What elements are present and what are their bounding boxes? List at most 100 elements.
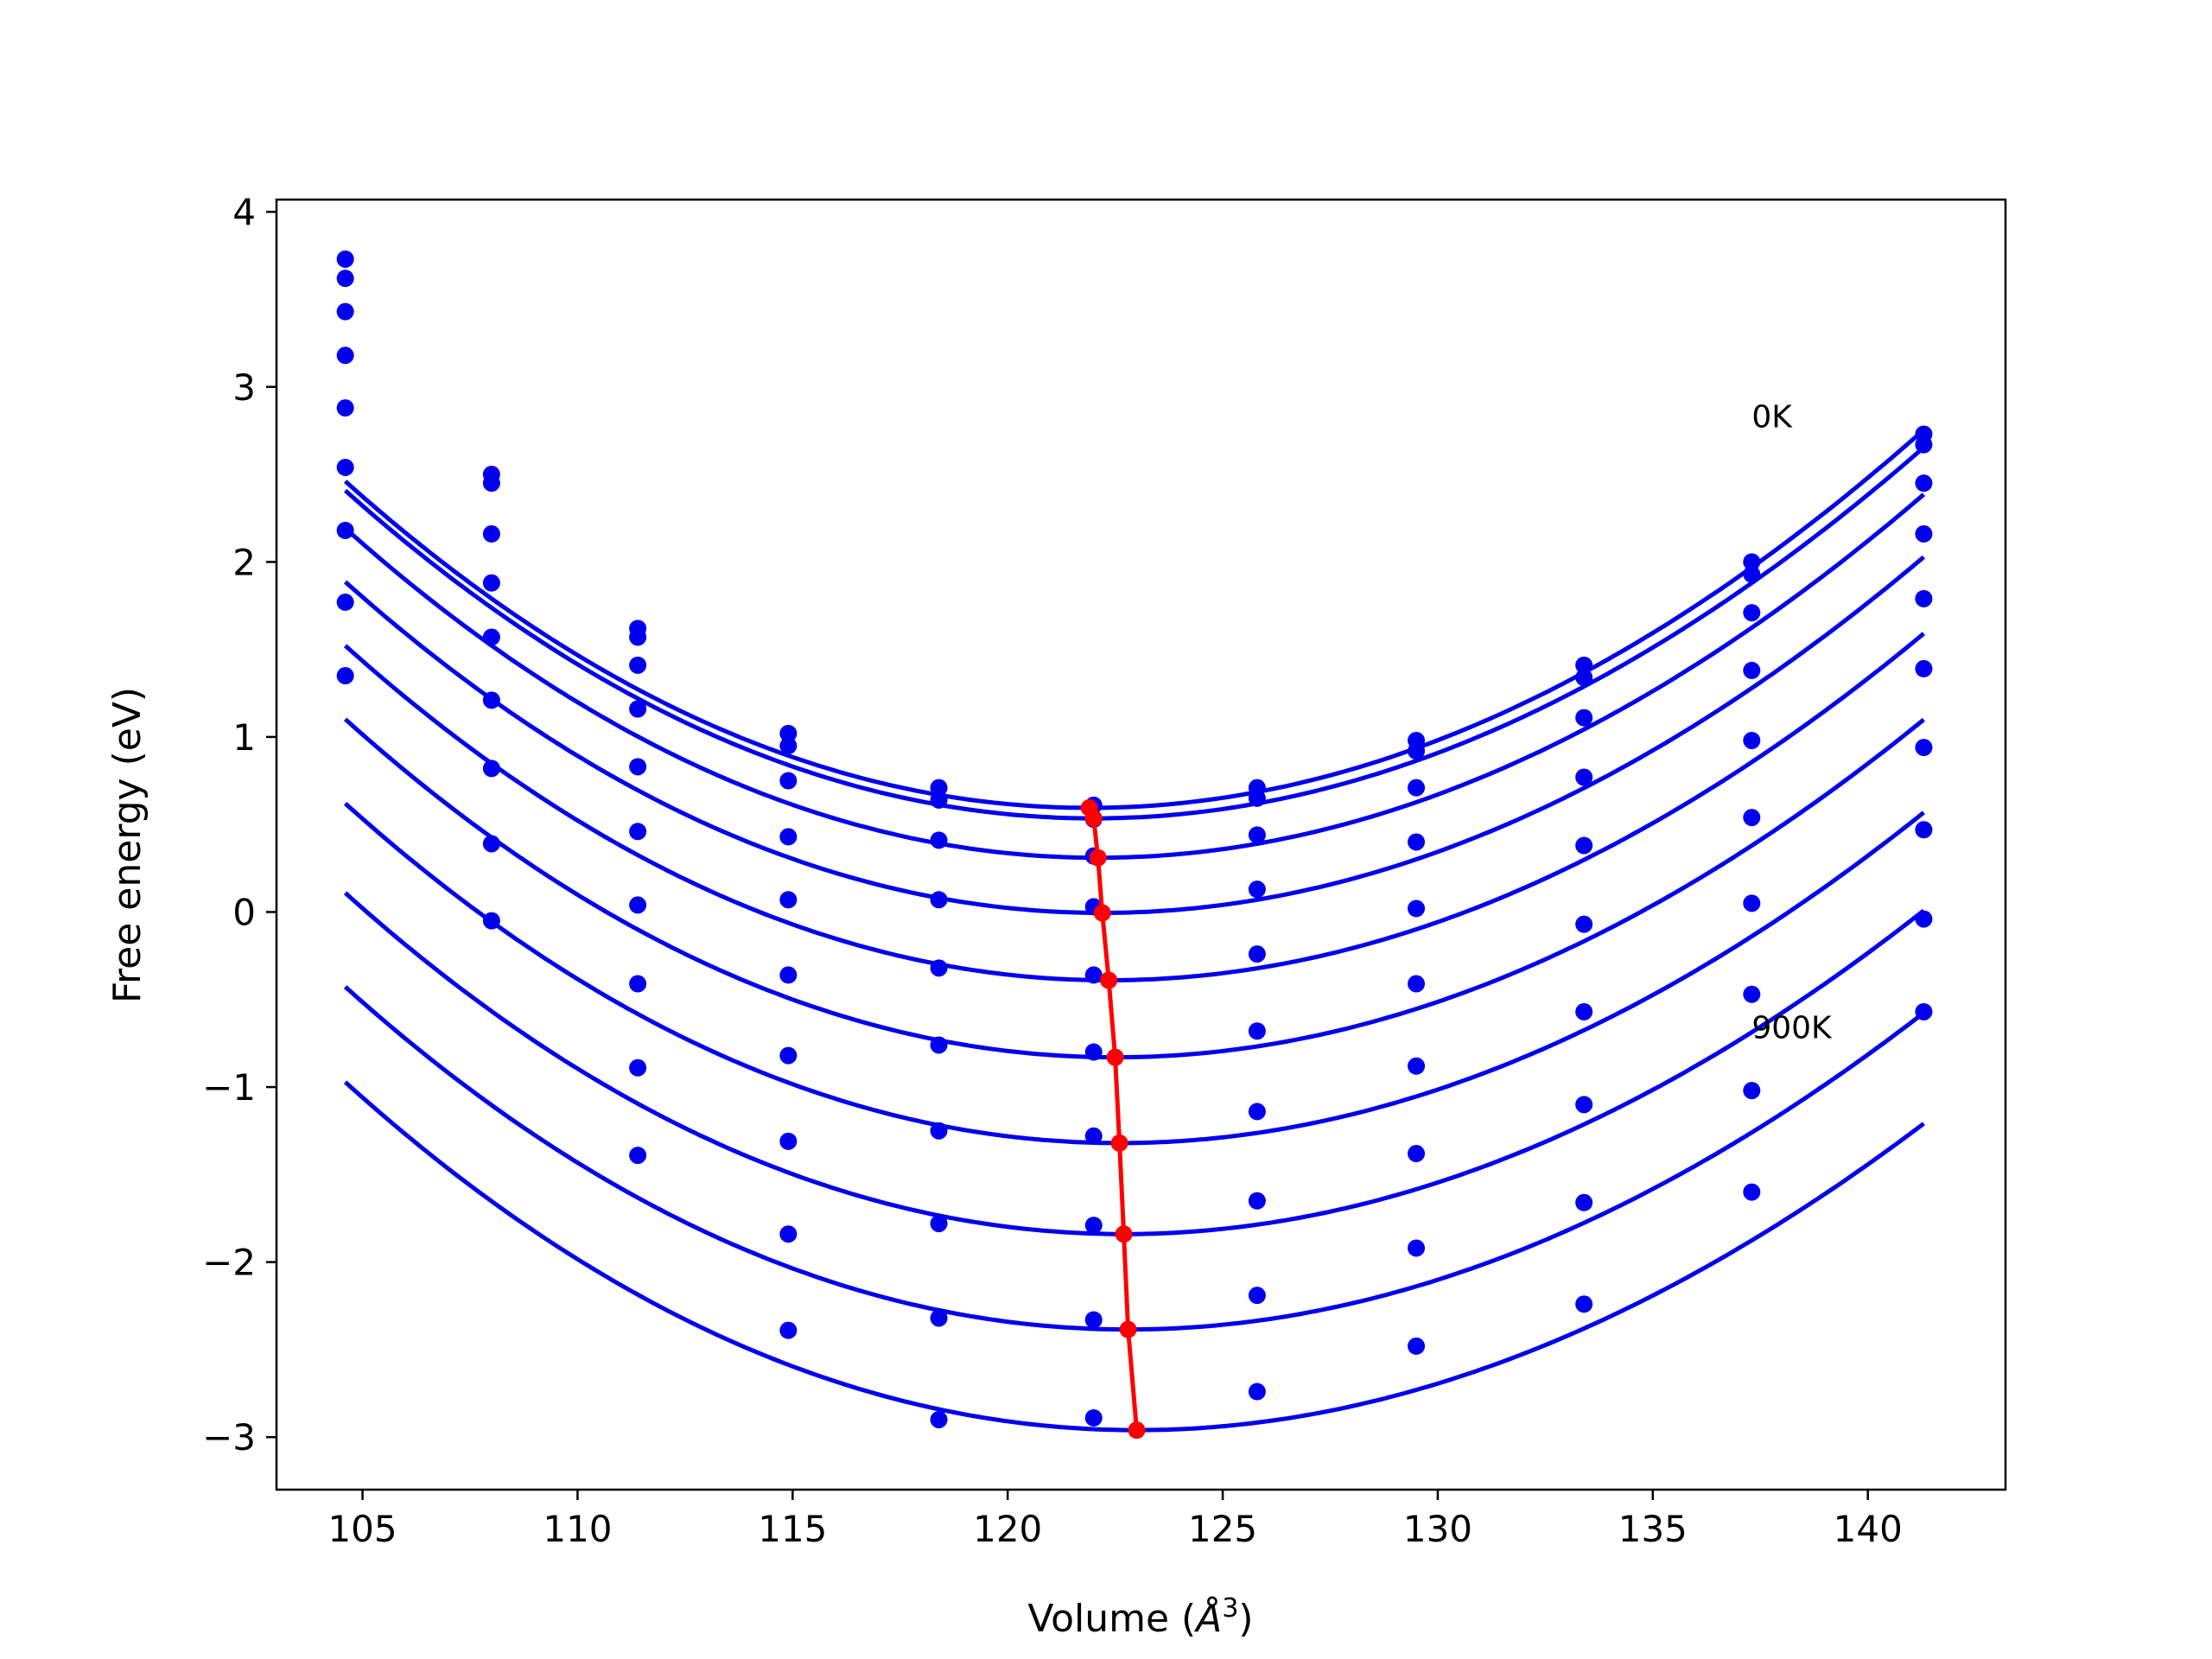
annotation-label: 900K [1751,1010,1833,1046]
data-point-100K [779,737,798,755]
y-tick-label: −2 [202,1242,256,1284]
data-point-900K [1408,1337,1426,1355]
data-point-800K [1084,1311,1103,1329]
data-point-500K [1248,1022,1266,1040]
data-point-300K [629,700,647,718]
data-point-400K [1408,899,1426,918]
data-point-800K [629,1058,647,1077]
data-point-900K [930,1410,948,1428]
data-point-700K [336,593,354,611]
annotations: 0K 900K [1751,399,1833,1046]
data-point-900K [1248,1382,1266,1401]
fit-curve-0K [343,428,1926,810]
data-point-100K [482,474,500,493]
data-point-400K [1915,589,1933,607]
data-point-100K [930,791,948,809]
data-point-100K [336,270,354,288]
data-point-700K [1575,1096,1593,1114]
data-point-100K [1408,742,1426,760]
data-point-800K [336,667,354,685]
minimum-point [1093,904,1111,922]
data-point-800K [779,1225,798,1243]
data-point-800K [1408,1239,1426,1257]
x-tick-label: 110 [543,1508,612,1550]
data-point-200K [629,656,647,674]
x-axis: 105 110 115 120 125 130 135 140 [327,1490,1903,1550]
data-point-0K [779,724,798,742]
minimum-point [1084,810,1103,828]
y-tick-label: −3 [202,1416,256,1459]
data-point-800K [482,912,500,930]
data-point-500K [1408,975,1426,993]
data-point-500K [482,691,500,709]
data-point-500K [930,1036,948,1054]
data-point-100K [629,628,647,646]
x-tick-label: 115 [758,1508,827,1550]
x-tick-label: 140 [1834,1508,1903,1550]
y-tick-label: 3 [232,366,256,409]
data-point-700K [1915,821,1933,839]
data-point-200K [1408,779,1426,797]
data-point-100K [1575,669,1593,687]
data-point-700K [779,1132,798,1150]
data-point-600K [1248,1103,1266,1121]
data-point-700K [1408,1145,1426,1163]
data-point-200K [482,524,500,543]
data-point-600K [482,760,500,778]
data-point-200K [1575,709,1593,727]
data-point-300K [336,346,354,365]
data-point-300K [930,891,948,909]
x-tick-label: 125 [1188,1508,1257,1550]
data-point-100K [1743,565,1761,583]
data-point-500K [629,823,647,841]
data-point-900K [1084,1408,1103,1427]
data-point-200K [1743,604,1761,622]
data-point-800K [1248,1287,1266,1305]
minimum-point [1119,1320,1137,1338]
data-point-300K [1408,833,1426,851]
data-point-300K [1248,880,1266,899]
data-point-300K [779,828,798,846]
data-point-400K [779,891,798,909]
y-tick-label: 0 [232,891,256,933]
data-point-200K [336,302,354,321]
fit-curve-500K [343,717,1925,1060]
x-tick-label: 135 [1618,1508,1688,1550]
data-point-0K [1575,656,1593,674]
data-point-200K [1915,474,1933,493]
fit-curve-200K [343,493,1926,861]
data-point-500K [336,458,354,476]
data-point-500K [1084,1043,1103,1061]
data-point-900K [1743,1183,1761,1201]
x-tick-label: 105 [327,1508,397,1550]
data-point-800K [930,1309,948,1327]
data-point-600K [1408,1057,1426,1075]
x-tick-label: 120 [973,1508,1042,1550]
y-tick-label: 2 [232,541,256,583]
data-point-400K [930,959,948,977]
y-axis-label: Free energy (eV) [105,687,149,1003]
data-point-700K [629,975,647,993]
data-point-800K [1575,1193,1593,1211]
fit-curve-700K [343,891,1925,1236]
data-point-500K [1575,915,1593,933]
minimum-point [1128,1421,1146,1440]
data-point-200K [779,772,798,790]
data-point-300K [482,574,500,592]
fit-curve-600K [343,802,1925,1146]
data-point-800K [1743,1082,1761,1100]
data-point-700K [482,835,500,853]
x-axis-label: Volume (Å3) [1027,1593,1253,1641]
data-point-700K [1084,1217,1103,1235]
data-point-0K [1743,553,1761,571]
data-point-900K [1575,1295,1593,1313]
data-point-600K [779,1046,798,1065]
minima-line [1087,807,1139,1431]
data-point-400K [1575,836,1593,855]
data-point-0K [930,779,948,797]
data-point-400K [1743,731,1761,749]
data-point-700K [930,1215,948,1233]
data-point-600K [1084,1127,1103,1145]
